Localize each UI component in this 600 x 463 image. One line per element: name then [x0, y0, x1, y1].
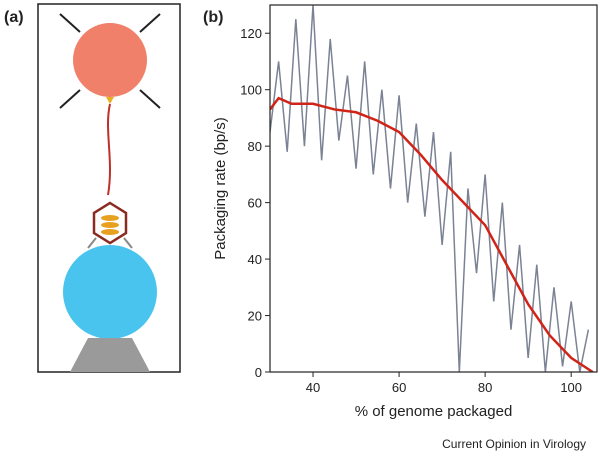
- x-tick-label: 80: [478, 380, 492, 395]
- x-axis-label: % of genome packaged: [355, 403, 513, 420]
- chart: 0 20 40 60 80 100 120 40 60 80 100 % of genome pack…: [212, 4, 598, 420]
- y-axis-label: Packaging rate (bp/s): [212, 117, 229, 260]
- y-tick-label: 40: [248, 252, 262, 267]
- y-tick-label: 80: [248, 139, 262, 154]
- panel-label: (a): [4, 9, 24, 26]
- x-tick-label: 60: [392, 380, 406, 395]
- panel-label: (b): [203, 9, 223, 26]
- y-tick-label: 0: [255, 365, 262, 380]
- data-line: [270, 5, 590, 372]
- optical-trap-diagram: [59, 13, 161, 372]
- x-tick-label: 40: [306, 380, 320, 395]
- y-tick-label: 60: [248, 196, 262, 211]
- y-tick-label: 120: [240, 26, 262, 41]
- y-tick-label: 20: [248, 309, 262, 324]
- x-tick-label: 100: [560, 380, 582, 395]
- plot-frame: [269, 4, 598, 373]
- credit: Current Opinion in Virology: [442, 437, 586, 451]
- data-line: [270, 96, 594, 372]
- y-tick-label: 100: [240, 83, 262, 98]
